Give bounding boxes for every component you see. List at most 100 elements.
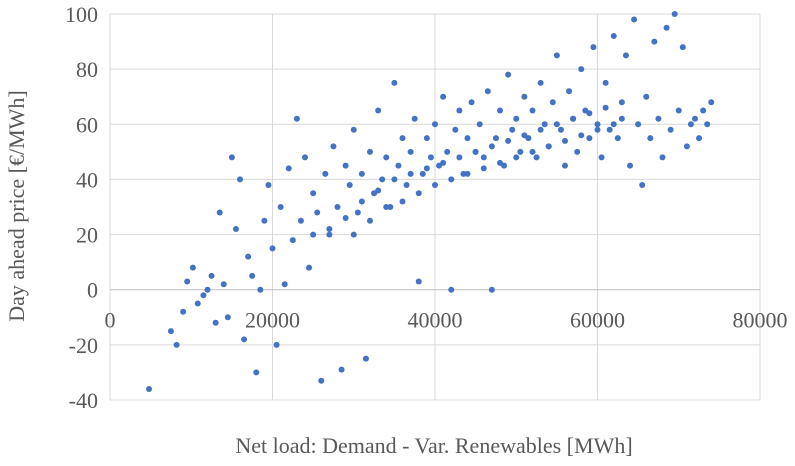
data-point	[297, 217, 304, 224]
data-point	[590, 44, 597, 51]
data-point	[488, 143, 495, 150]
data-point	[537, 126, 544, 133]
data-point	[146, 385, 152, 392]
data-point	[261, 217, 268, 224]
data-point	[468, 99, 475, 106]
data-point	[432, 181, 438, 188]
data-point	[472, 148, 479, 155]
data-point	[562, 162, 568, 169]
data-point	[655, 115, 662, 122]
data-point	[505, 71, 512, 78]
data-point	[553, 121, 560, 128]
x-tick-labels: 0 20000 40000 60000 80000	[105, 308, 788, 333]
data-points	[146, 11, 715, 392]
data-point	[456, 154, 463, 161]
y-tick-labels: -40 -20 0 20 40 60 80 100	[65, 2, 98, 413]
data-point	[350, 126, 357, 133]
data-point	[497, 159, 503, 166]
data-point	[610, 121, 617, 128]
data-point	[432, 121, 438, 128]
data-point	[257, 286, 264, 293]
data-point	[200, 292, 207, 299]
data-point	[614, 135, 621, 142]
data-point	[683, 143, 690, 150]
data-point	[557, 126, 564, 133]
data-point	[253, 369, 260, 376]
data-point	[232, 226, 239, 233]
data-point	[610, 33, 617, 40]
data-point	[627, 162, 633, 169]
data-point	[687, 121, 694, 128]
data-point	[663, 24, 670, 31]
y-tick-label: -20	[69, 333, 98, 358]
data-point	[367, 148, 373, 155]
data-point	[639, 181, 646, 188]
data-point	[545, 143, 552, 150]
data-point	[342, 215, 349, 222]
data-point	[265, 181, 272, 188]
data-point	[269, 245, 276, 252]
x-tick-label: 60000	[570, 308, 625, 333]
data-point	[241, 336, 248, 343]
data-point	[509, 126, 516, 133]
data-point	[631, 16, 638, 23]
y-tick-label: 40	[76, 167, 98, 192]
data-point	[570, 115, 577, 122]
data-point	[692, 115, 698, 122]
data-point	[228, 154, 235, 161]
data-point	[464, 135, 471, 142]
data-point	[415, 190, 422, 197]
data-point	[444, 148, 451, 155]
data-point	[338, 366, 345, 373]
data-point	[521, 93, 528, 100]
data-point	[505, 137, 512, 144]
data-point	[488, 286, 495, 293]
data-point	[602, 79, 609, 86]
x-tick-label: 0	[105, 308, 116, 333]
y-tick-label: 20	[76, 223, 98, 248]
x-tick-label: 40000	[408, 308, 463, 333]
data-point	[383, 154, 390, 161]
data-point	[245, 253, 252, 260]
data-point	[358, 170, 365, 177]
data-point	[578, 132, 585, 139]
data-point	[273, 341, 280, 348]
data-point	[549, 99, 556, 106]
data-point	[277, 204, 284, 210]
y-tick-label: 60	[76, 112, 98, 137]
data-point	[314, 209, 321, 216]
data-point	[322, 170, 329, 177]
data-point	[586, 110, 593, 117]
data-point	[189, 264, 196, 271]
data-point	[281, 281, 288, 288]
data-point	[326, 226, 333, 233]
data-point	[367, 217, 373, 224]
data-point	[184, 278, 191, 285]
data-point	[375, 187, 382, 194]
data-point	[194, 300, 201, 307]
data-point	[427, 154, 434, 161]
y-tick-label: -40	[69, 388, 98, 413]
data-point	[675, 107, 682, 114]
data-point	[480, 165, 487, 172]
data-point	[440, 159, 447, 166]
data-point	[647, 135, 654, 142]
data-point	[346, 181, 353, 188]
data-point	[383, 204, 390, 210]
data-point	[480, 154, 487, 161]
data-point	[407, 148, 414, 155]
data-point	[362, 355, 369, 362]
data-point	[342, 162, 349, 169]
data-point	[306, 264, 313, 271]
data-point	[521, 132, 528, 139]
data-point	[419, 170, 426, 177]
data-point	[618, 115, 625, 122]
data-point	[399, 135, 406, 142]
data-point	[598, 154, 605, 161]
data-point	[537, 79, 544, 86]
data-point	[578, 66, 585, 73]
data-point	[395, 162, 402, 169]
data-point	[659, 154, 666, 161]
data-point	[330, 143, 337, 150]
